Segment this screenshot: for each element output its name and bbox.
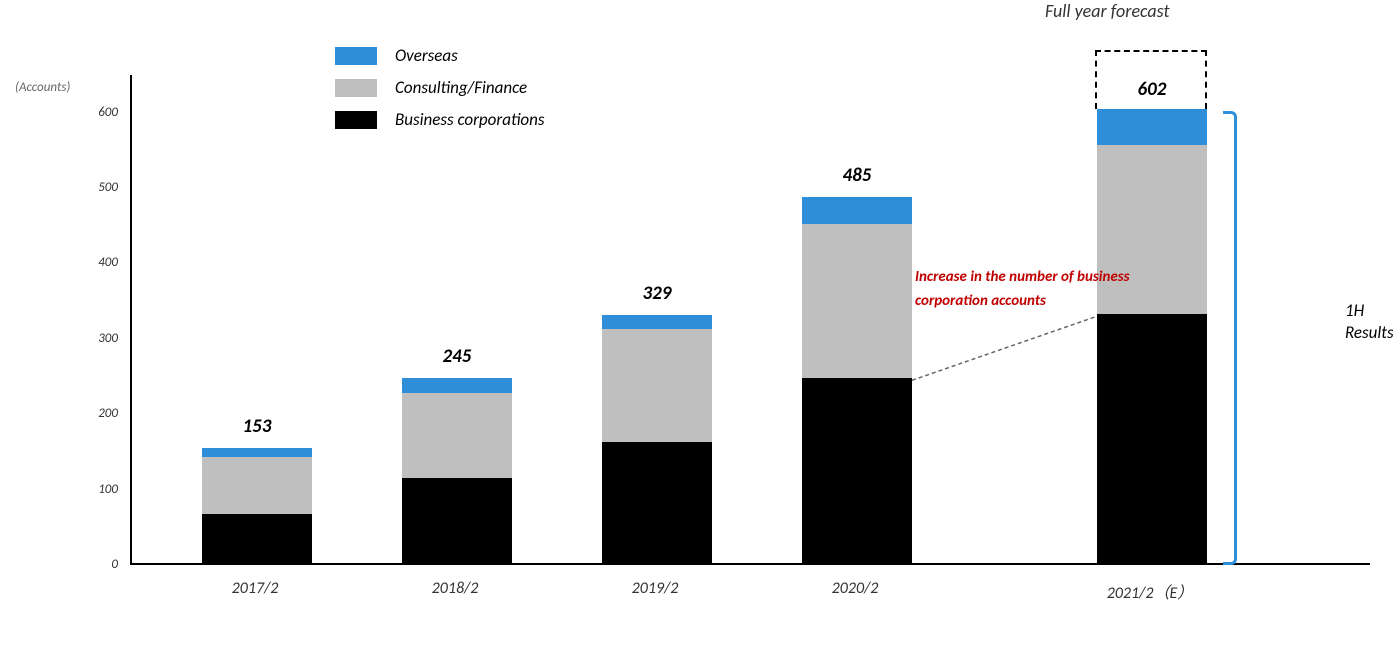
legend-swatch [335,79,377,97]
bar-total-label: 245 [402,345,512,368]
y-tick: 300 [78,331,118,346]
y-tick: 200 [78,406,118,421]
legend-label: Business corporations [395,109,545,131]
y-tick: 400 [78,255,118,270]
x-tick: 2021/2（E） [1075,579,1225,603]
legend: Overseas Consulting/Finance Business corpo… [335,45,545,141]
bar-total-label: 485 [802,164,912,187]
legend-item-overseas: Overseas [335,45,545,67]
y-tick: 600 [78,105,118,120]
bar-segment-consulting [202,457,312,514]
bar-total-label: 153 [202,415,312,438]
results-bracket [1223,111,1237,565]
y-axis-title: (Accounts) [15,80,70,95]
bar-segment-overseas [202,448,312,458]
bar-segment-consulting [802,224,912,379]
bar-segment-business [402,478,512,563]
bar-segment-business [602,442,712,563]
increase-annotation: Increase in the number of business corpo… [915,265,1145,313]
forecast-label: Full year forecast [1045,0,1170,22]
bar-segment-consulting [602,329,712,442]
y-tick: 100 [78,482,118,497]
bracket-label: 1H Results [1345,300,1393,344]
bar-segment-overseas [402,378,512,393]
legend-label: Overseas [395,45,458,67]
bar-segment-business [1097,314,1207,563]
legend-swatch [335,47,377,65]
legend-swatch [335,111,377,129]
bar-segment-overseas [1097,109,1207,144]
bar-segment-overseas [802,197,912,223]
bar-segment-business [802,378,912,563]
legend-item-consulting: Consulting/Finance [335,77,545,99]
x-tick: 2017/2 [180,579,330,598]
stacked-bar-chart: (Accounts) 153245329485602 0100200300400… [60,20,1380,620]
bar-segment-overseas [602,315,712,329]
plot-area: 153245329485602 [130,75,1370,565]
forecast-box [1095,50,1207,109]
x-tick: 2019/2 [580,579,730,598]
x-tick: 2020/2 [780,579,930,598]
x-tick: 2018/2 [380,579,530,598]
legend-item-business: Business corporations [335,109,545,131]
bar-segment-consulting [402,393,512,477]
y-tick: 0 [78,557,118,572]
bar-total-label: 329 [602,282,712,305]
legend-label: Consulting/Finance [395,77,527,99]
y-tick: 500 [78,180,118,195]
bar-segment-business [202,514,312,563]
